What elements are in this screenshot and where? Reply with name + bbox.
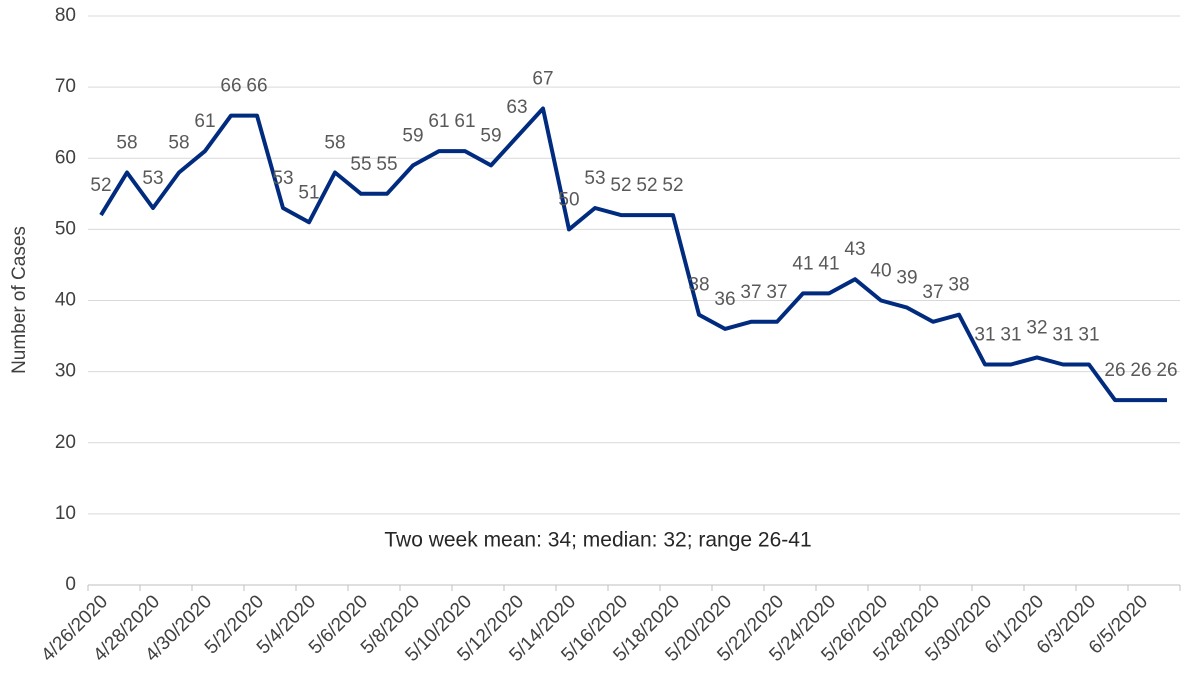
data-label: 36: [714, 289, 735, 310]
data-label: 52: [90, 175, 111, 196]
data-label: 40: [870, 261, 891, 282]
data-label: 52: [610, 175, 631, 196]
data-label: 63: [506, 97, 527, 118]
y-tick-label: 0: [65, 574, 76, 595]
data-label: 31: [1000, 325, 1021, 346]
data-label: 61: [454, 111, 475, 132]
y-tick-label: 40: [55, 290, 76, 311]
data-label: 59: [402, 125, 423, 146]
data-label: 50: [558, 189, 579, 210]
data-label: 52: [636, 175, 657, 196]
y-tick-label: 30: [55, 361, 76, 382]
data-label: 67: [532, 68, 553, 89]
data-label: 55: [376, 154, 397, 175]
data-label: 66: [246, 76, 267, 97]
data-label: 26: [1104, 360, 1125, 381]
y-axis-label: Number of Cases: [9, 226, 30, 374]
data-label: 38: [948, 275, 969, 296]
data-label: 31: [974, 325, 995, 346]
data-label: 41: [792, 253, 813, 274]
data-label: 58: [168, 132, 189, 153]
y-tick-label: 20: [55, 432, 76, 453]
data-label: 52: [662, 175, 683, 196]
data-label: 53: [142, 168, 163, 189]
data-label: 58: [116, 132, 137, 153]
data-label: 37: [740, 282, 761, 303]
data-label: 26: [1156, 360, 1177, 381]
data-label: 53: [584, 168, 605, 189]
data-label: 38: [688, 275, 709, 296]
data-label: 37: [766, 282, 787, 303]
data-label: 43: [844, 239, 865, 260]
data-label: 26: [1130, 360, 1151, 381]
data-label: 32: [1026, 317, 1047, 338]
data-label: 53: [272, 168, 293, 189]
data-label: 59: [480, 125, 501, 146]
data-label: 66: [220, 76, 241, 97]
data-label: 61: [194, 111, 215, 132]
data-label: 39: [896, 268, 917, 289]
data-label: 51: [298, 182, 319, 203]
y-tick-label: 60: [55, 147, 76, 168]
data-label: 31: [1078, 325, 1099, 346]
data-label: 37: [922, 282, 943, 303]
line: [99, 106, 1167, 403]
y-tick-label: 80: [55, 5, 76, 26]
data-label: 31: [1052, 325, 1073, 346]
data-label: 41: [818, 253, 839, 274]
y-tick-label: 50: [55, 218, 76, 239]
data-label: 61: [428, 111, 449, 132]
annotation: Two week mean: 34; median: 32; range 26-…: [384, 529, 811, 552]
y-tick-label: 10: [55, 503, 76, 524]
data-label: 55: [350, 154, 371, 175]
y-tick-label: 70: [55, 76, 76, 97]
data-label: 58: [324, 132, 345, 153]
